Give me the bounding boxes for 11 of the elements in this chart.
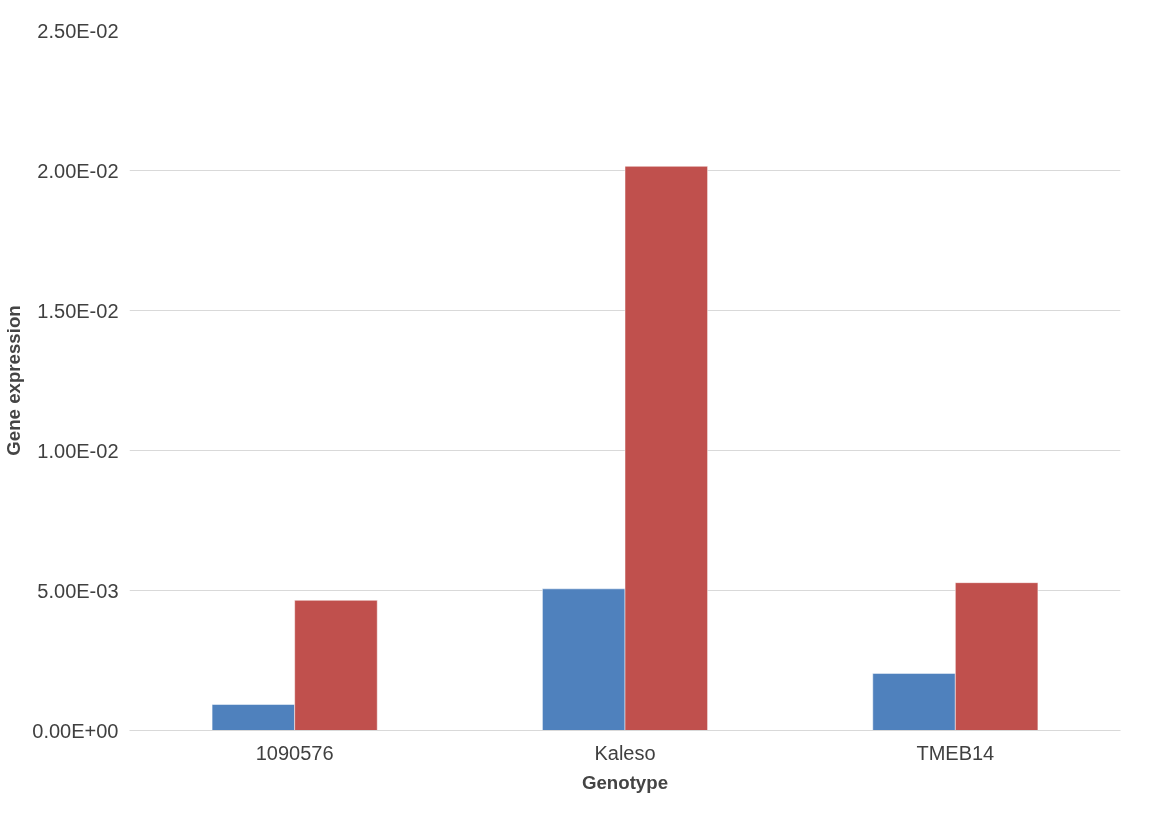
x-tick-label: Kaleso: [594, 741, 656, 764]
y-tick-label: 2.50E-02: [37, 19, 119, 42]
y-axis-title: Gene expression: [3, 305, 25, 456]
x-tick-label: TMEB14: [916, 741, 995, 764]
y-tick-label: 5.00E-03: [37, 579, 119, 602]
x-tick-label: 1090576: [255, 741, 334, 764]
y-tick-label: 1.50E-02: [37, 299, 119, 322]
y-tick-label: 2.00E-02: [37, 159, 119, 182]
y-tick-label: 1.00E-02: [37, 439, 119, 462]
y-tick-label: 0.00E+00: [32, 719, 119, 742]
x-axis-title: Genotype: [581, 771, 669, 793]
